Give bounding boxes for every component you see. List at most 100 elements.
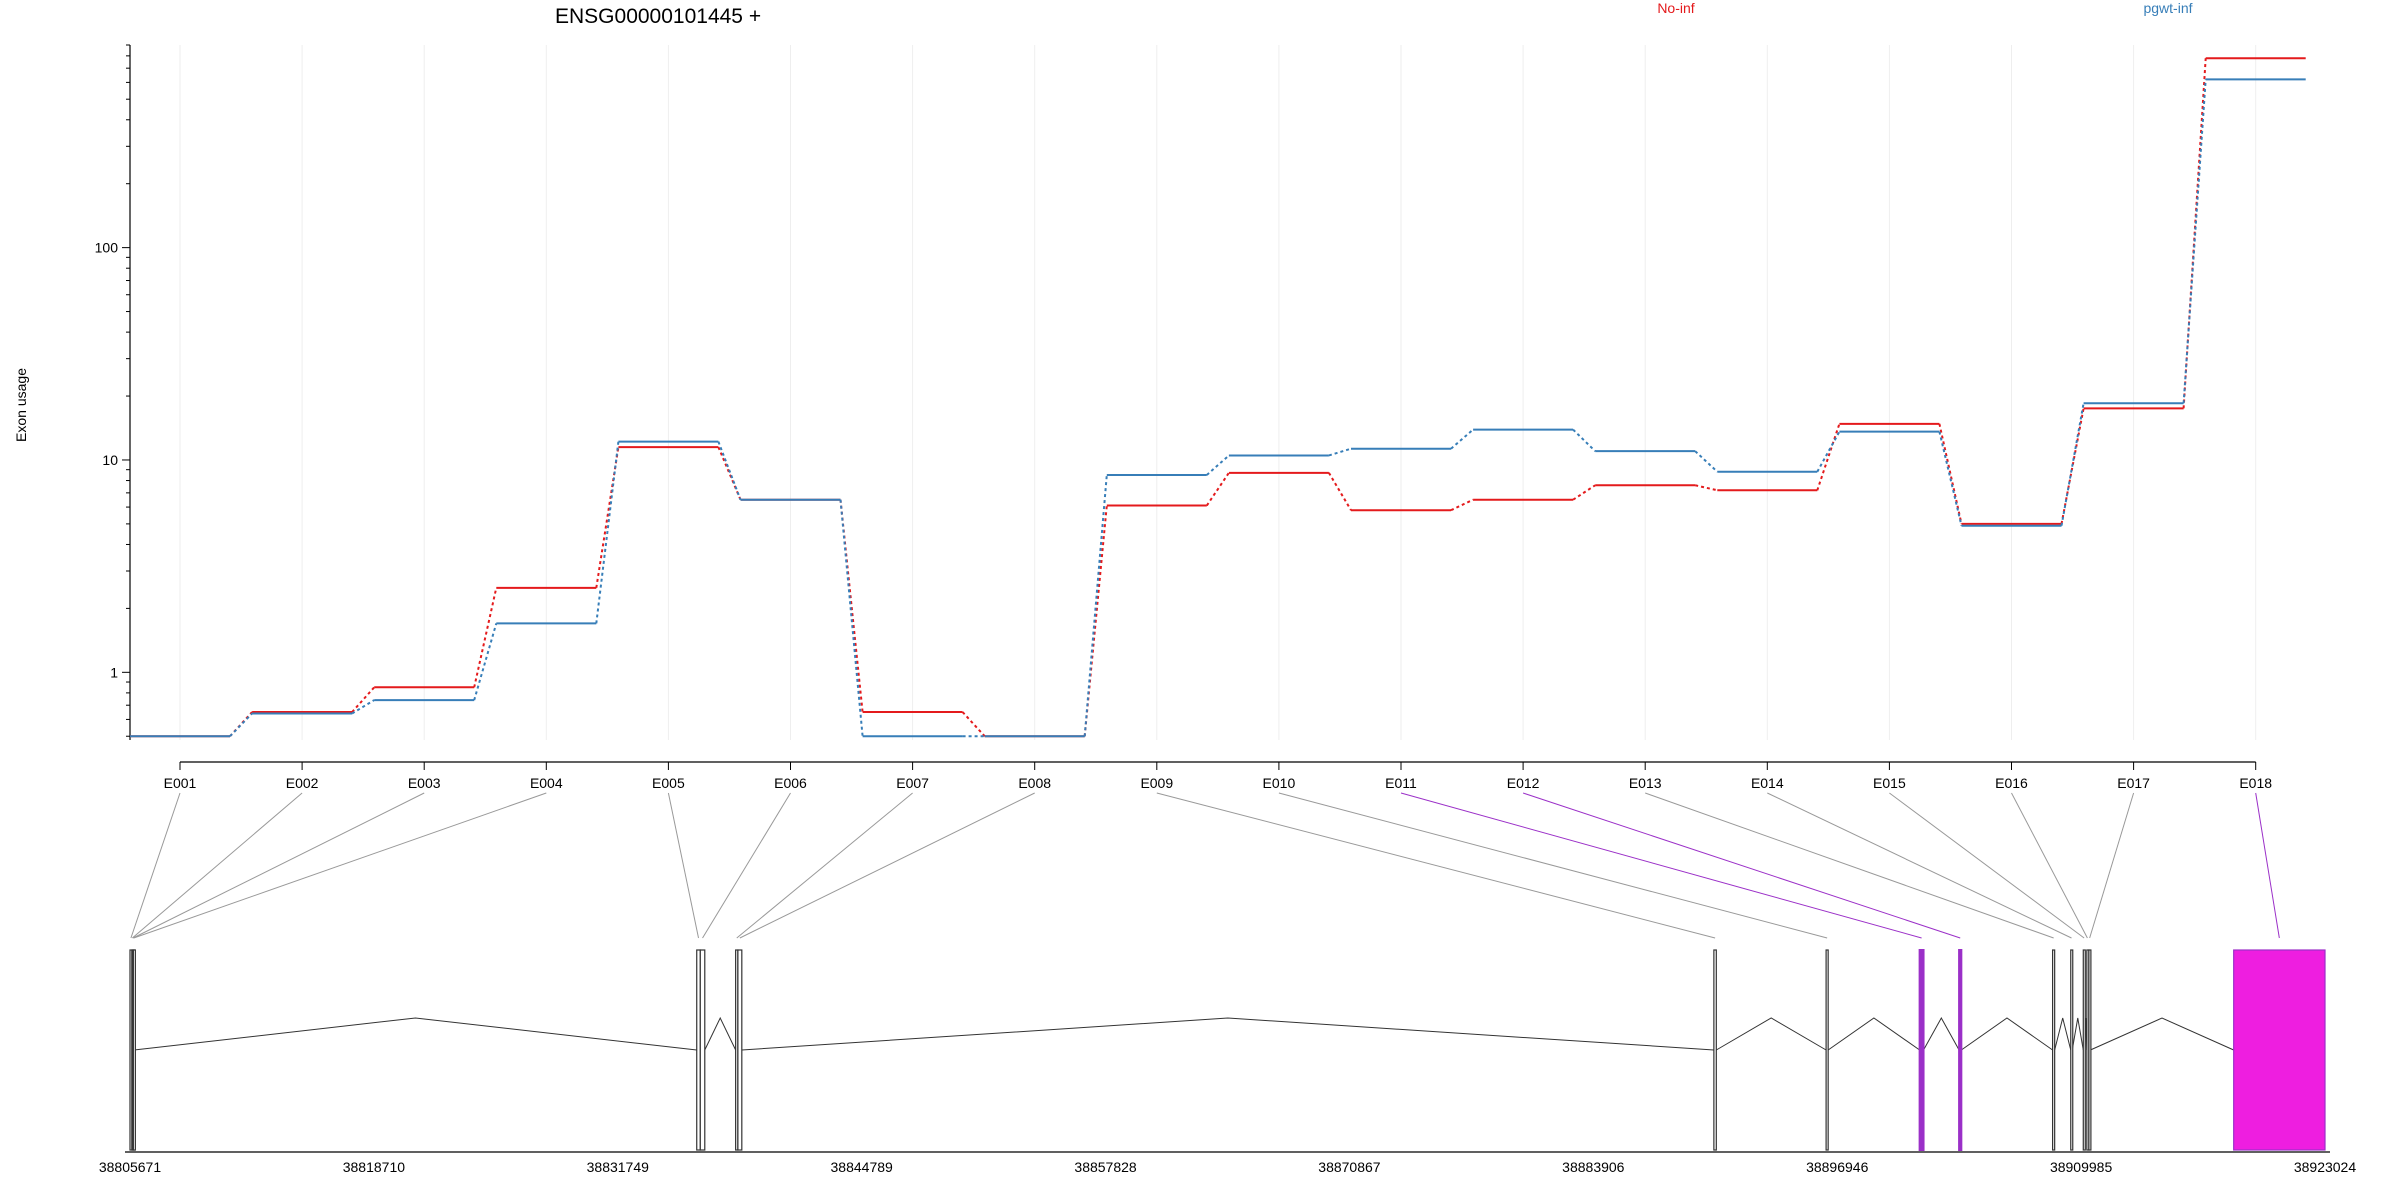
connector-e015	[1889, 792, 2085, 939]
segment-connector	[1205, 472, 1230, 507]
genomic-tick-label: 38923024	[2294, 1159, 2357, 1175]
segment-connector	[839, 499, 864, 737]
x-tick-label-e004: E004	[530, 775, 563, 791]
exon-box-e015	[2082, 949, 2086, 1151]
segment-connector	[1083, 505, 1108, 737]
plot-area: 1 10 100 E001 E002 E003 E004 E005 E006 E007 E008 E0…	[95, 44, 2306, 791]
x-tick-label-e002: E002	[286, 775, 319, 791]
genomic-tick-label: 38831749	[587, 1159, 650, 1175]
segment-connector	[1450, 498, 1474, 512]
x-tick-label-e007: E007	[896, 775, 929, 791]
y-axis-label: Exon usage	[13, 368, 29, 442]
connector-e008	[739, 792, 1035, 939]
segment-connector	[351, 686, 375, 713]
intron-line	[2054, 1017, 2072, 1051]
x-tick-label-e012: E012	[1507, 775, 1540, 791]
x-tick-label-e016: E016	[1995, 775, 2028, 791]
segment-connector	[1694, 450, 1718, 473]
connector-e012	[1522, 792, 1961, 939]
x-tick-label-e008: E008	[1018, 775, 1051, 791]
x-tick-label-e013: E013	[1629, 775, 1662, 791]
segment-connector	[1328, 447, 1352, 457]
x-tick-label-e010: E010	[1263, 775, 1296, 791]
connector-e006	[702, 792, 791, 939]
connector-e010	[1278, 792, 1828, 939]
segment-connector	[473, 587, 498, 688]
intron-line	[2071, 1017, 2084, 1051]
segment-connector	[1816, 423, 1841, 491]
exon-box-e006	[699, 949, 706, 1151]
exon-box-e013	[2052, 949, 2056, 1151]
segment-connector	[2060, 408, 2085, 525]
genomic-tick-label: 38818710	[343, 1159, 406, 1175]
legend-entry-pgwt-inf: pgwt-inf	[2143, 0, 2192, 16]
segment-connector	[229, 712, 253, 737]
genomic-tick-label: 38883906	[1562, 1159, 1625, 1175]
connector-e013	[1645, 792, 2054, 939]
segment-connector	[1572, 484, 1596, 501]
segment-connector	[351, 699, 375, 715]
intron-line	[1716, 1017, 1827, 1051]
genomic-tick-label: 38870867	[1318, 1159, 1381, 1175]
segment-connector	[473, 623, 498, 701]
connector-e009	[1156, 792, 1716, 939]
segment-connector	[1816, 431, 1841, 473]
intron-line	[741, 1017, 1714, 1051]
genomic-tick-label: 38805671	[99, 1159, 162, 1175]
x-tick-label-e014: E014	[1751, 775, 1784, 791]
exon-box-e017	[2088, 949, 2092, 1151]
segment-connector	[1206, 454, 1230, 476]
exon-box-e004	[132, 949, 136, 1151]
x-tick-label-e005: E005	[652, 775, 685, 791]
segment-connector	[2182, 79, 2207, 404]
exon-box-e012	[1958, 949, 1963, 1151]
genomic-tick-label: 38844789	[831, 1159, 894, 1175]
connector-e003	[132, 792, 425, 939]
segment-connector	[1938, 431, 1963, 526]
segment-connector	[1450, 428, 1474, 450]
segment-connector	[1938, 423, 1963, 525]
segment-connector	[229, 711, 253, 737]
x-tick-label-e001: E001	[164, 775, 197, 791]
genomic-tick-label: 38909985	[2050, 1159, 2113, 1175]
segment-connector	[595, 441, 620, 624]
series-no-inf	[130, 57, 2306, 738]
exon-box-e008	[737, 949, 743, 1151]
exon-connectors	[130, 792, 2280, 939]
genomic-tick-label: 38896946	[1806, 1159, 1869, 1175]
connector-e018	[2255, 792, 2280, 939]
x-tick-label-e015: E015	[1873, 775, 1906, 791]
connector-e004	[133, 792, 547, 939]
legend-entry-no-inf: No-inf	[1657, 0, 1694, 16]
x-tick-label-e011: E011	[1385, 775, 1417, 791]
connector-e007	[736, 792, 913, 939]
intron-line	[1961, 1017, 2053, 1051]
connector-e017	[2089, 792, 2135, 939]
x-tick-label-e017: E017	[2117, 775, 2150, 791]
intron-line	[2090, 1017, 2234, 1051]
segment-connector	[1083, 474, 1108, 737]
exon-box-e018	[2233, 949, 2326, 1151]
segment-connector	[1694, 484, 1718, 492]
connector-e016	[2011, 792, 2088, 939]
series-pgwt-inf	[130, 78, 2306, 738]
exon-box-e010	[1825, 949, 1829, 1151]
intron-line	[1827, 1017, 1920, 1051]
intron-line	[704, 1016, 737, 1051]
segment-connector	[717, 441, 742, 501]
y-tick-label: 1	[110, 664, 118, 680]
gene-model: 38805671 38818710 38831749 38844789 38857828…	[99, 949, 2357, 1175]
segment-connector	[2060, 403, 2085, 526]
intron-line	[1923, 1016, 1960, 1051]
segment-connector	[1572, 428, 1596, 452]
genomic-tick-label: 38857828	[1074, 1159, 1137, 1175]
connector-e002	[132, 792, 303, 939]
segment-connector	[961, 711, 986, 737]
connector-e011	[1400, 792, 1922, 939]
x-tick-label-e018: E018	[2239, 775, 2272, 791]
chart-title: ENSG00000101445 +	[555, 5, 761, 28]
exon-box-e011	[1918, 949, 1925, 1151]
x-tick-label-e003: E003	[408, 775, 441, 791]
connector-e001	[130, 792, 181, 939]
